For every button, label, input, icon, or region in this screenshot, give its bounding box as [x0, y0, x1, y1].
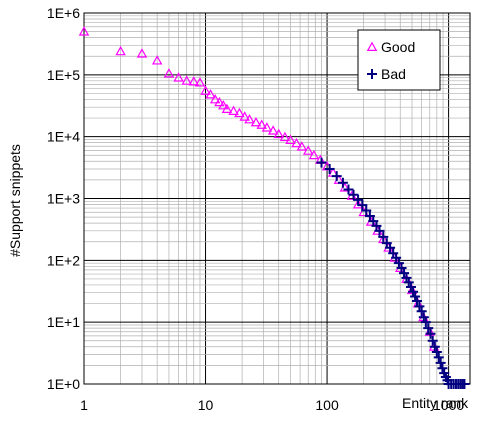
- bad-point: [418, 312, 429, 323]
- legend-label: Good: [381, 39, 415, 55]
- good-point: [221, 103, 233, 113]
- y-tick-label: 1E+0: [47, 376, 80, 392]
- y-tick-label: 1E+4: [47, 129, 80, 145]
- good-point: [308, 149, 320, 160]
- bad-point: [337, 177, 348, 188]
- bad-point: [403, 277, 414, 288]
- x-tick-label: 1: [80, 397, 88, 413]
- bad-point: [410, 291, 421, 302]
- bad-point: [396, 263, 407, 274]
- good-point: [218, 99, 229, 110]
- good-point: [205, 89, 216, 99]
- bad-point: [378, 231, 389, 242]
- bad-point: [374, 225, 385, 236]
- grid: [83, 13, 470, 385]
- bad-point: [431, 346, 442, 357]
- legend-triangle-icon: [366, 41, 378, 51]
- y-tick-label: 1E+1: [47, 314, 80, 330]
- series-bad: [316, 157, 470, 389]
- bad-point: [412, 295, 423, 306]
- bad-point: [420, 317, 431, 328]
- bad-point: [401, 272, 412, 283]
- legend-box: [357, 29, 441, 91]
- good-point: [285, 134, 296, 145]
- good-point: [234, 107, 245, 118]
- good-point: [228, 105, 239, 115]
- good-point: [256, 119, 267, 129]
- good-point: [291, 137, 302, 148]
- bad-point: [405, 282, 416, 293]
- bad-point: [324, 163, 335, 174]
- bad-point: [427, 335, 438, 346]
- x-axis-label: Entity rank: [402, 395, 469, 411]
- good-point: [194, 77, 206, 87]
- bad-point: [429, 341, 440, 352]
- bad-point: [331, 171, 342, 182]
- bad-point: [316, 157, 327, 168]
- bad-point: [391, 252, 402, 263]
- plot-frame: [83, 12, 471, 385]
- y-axis-label: #Support snippets: [7, 144, 23, 257]
- legend-label: Bad: [381, 66, 406, 82]
- good-point: [78, 26, 90, 36]
- bad-point: [425, 328, 436, 339]
- good-point: [115, 45, 126, 56]
- bad-point: [385, 242, 396, 253]
- bad-point: [408, 286, 419, 297]
- bad-point: [459, 379, 470, 389]
- good-point: [352, 199, 364, 209]
- good-point: [214, 96, 225, 107]
- bad-point: [357, 200, 368, 211]
- bad-point: [348, 189, 359, 200]
- bad-point: [364, 211, 375, 222]
- good-point: [188, 76, 199, 86]
- good-point: [296, 141, 308, 151]
- good-point: [173, 72, 184, 82]
- good-point: [244, 113, 255, 124]
- bad-point: [343, 184, 354, 195]
- y-tick-label: 1E+2: [47, 252, 80, 268]
- good-point: [406, 284, 418, 295]
- legend-plus-icon: [367, 69, 377, 79]
- good-point: [239, 111, 250, 121]
- bad-point: [437, 363, 448, 374]
- bad-point: [435, 357, 446, 368]
- good-point: [151, 55, 163, 65]
- bad-point: [361, 205, 372, 216]
- legend-entry-good: Good: [366, 39, 415, 55]
- good-point: [163, 68, 175, 78]
- good-point: [303, 145, 314, 155]
- x-tick-label: 10: [198, 397, 214, 413]
- data-points: [78, 26, 470, 389]
- good-point: [209, 94, 221, 104]
- bad-point: [416, 306, 427, 317]
- bad-point: [433, 352, 444, 363]
- bad-point: [423, 323, 434, 334]
- good-point: [273, 128, 284, 139]
- legend-entry-bad: Bad: [367, 66, 406, 82]
- x-tick-label: 100: [315, 397, 339, 413]
- y-tick-label: 1E+5: [47, 67, 80, 83]
- good-point: [267, 125, 279, 135]
- bad-point: [414, 301, 425, 312]
- good-point: [136, 48, 148, 58]
- legend: Good Bad: [357, 29, 441, 91]
- tick-labels: 1 10 100 1000 1E+0 1E+1 1E+2 1E+3 1E+4 1E+5 1E+6: [47, 5, 464, 413]
- good-point: [181, 75, 192, 85]
- y-tick-label: 1E+6: [47, 5, 80, 21]
- good-point: [200, 85, 211, 95]
- y-tick-label: 1E+3: [47, 191, 80, 207]
- good-point: [261, 122, 273, 132]
- x-tick-label: 1000: [433, 397, 464, 413]
- good-point: [250, 116, 262, 127]
- good-point: [279, 131, 291, 142]
- bad-point: [353, 194, 364, 205]
